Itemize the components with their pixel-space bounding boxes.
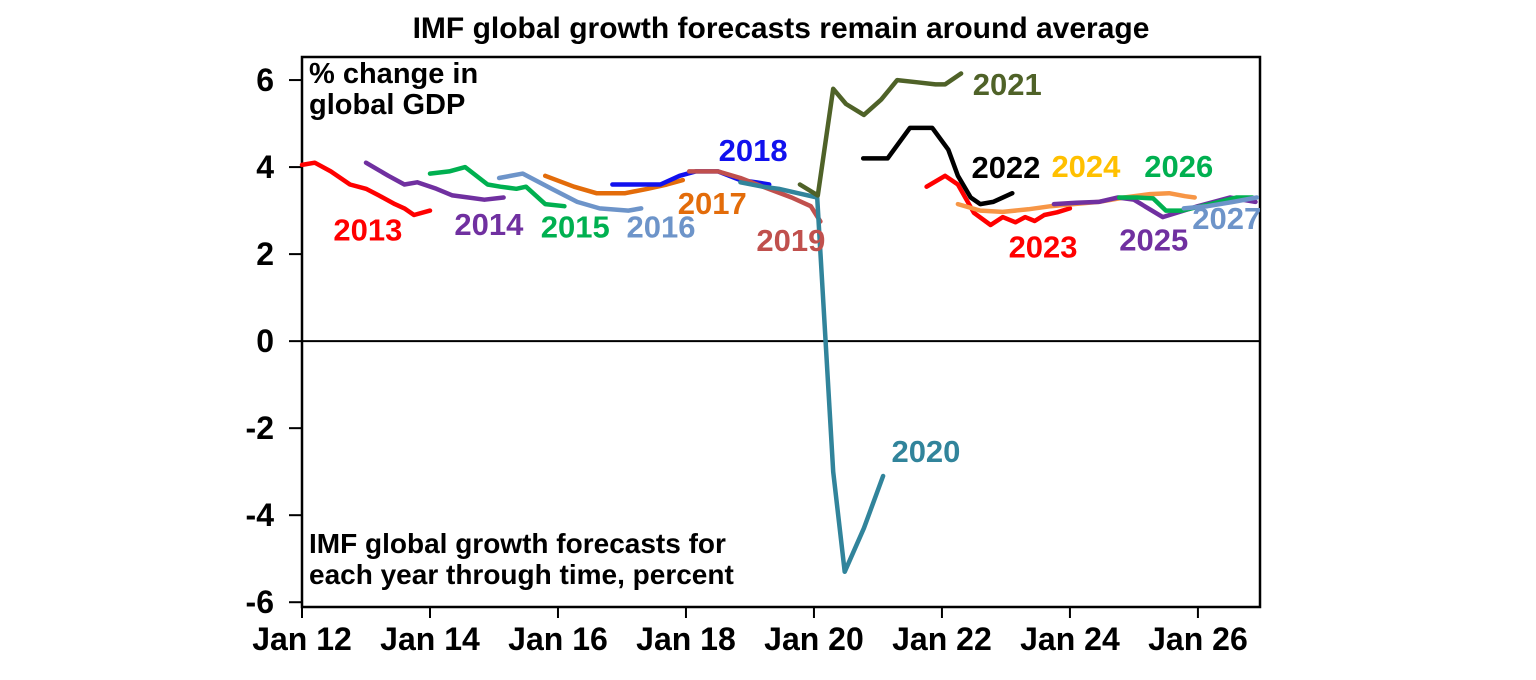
- series-line-2014: [363, 160, 506, 202]
- series-label-2016: 2016: [627, 209, 696, 244]
- series-label-2015: 2015: [541, 209, 610, 244]
- series-label-2020: 2020: [891, 434, 960, 469]
- x-tick-label: Jan 14: [380, 621, 480, 657]
- footnote-line-2: each year through time, percent: [309, 559, 734, 590]
- series-line-2013: [299, 160, 433, 218]
- series-label-2024: 2024: [1051, 149, 1121, 184]
- series-line-2017: [542, 173, 686, 196]
- x-tick-label: Jan 24: [1020, 621, 1120, 657]
- x-tick-label: Jan 18: [636, 621, 736, 657]
- x-tick-label: Jan 20: [764, 621, 864, 657]
- series-line-2023: [924, 173, 1073, 228]
- series-line-2021: [797, 71, 964, 198]
- series-label-2022: 2022: [971, 150, 1040, 185]
- series-label-2019: 2019: [756, 223, 825, 258]
- series-line-2016: [496, 171, 644, 213]
- chart-title: IMF global growth forecasts remain aroun…: [412, 12, 1150, 45]
- series-label-2014: 2014: [454, 207, 524, 242]
- y-axis-unit-note: % change in global GDP: [309, 59, 478, 121]
- series-label-2023: 2023: [1009, 229, 1078, 264]
- x-tick-label: Jan 22: [892, 621, 992, 657]
- y-tick-label: 0: [256, 323, 274, 359]
- x-tick-label: Jan 16: [508, 621, 608, 657]
- y-tick-label: 2: [256, 236, 274, 272]
- series-label-2026: 2026: [1144, 149, 1213, 184]
- series-label-2021: 2021: [973, 67, 1042, 102]
- y-tick-label: -2: [246, 410, 274, 446]
- y-tick-label: -6: [246, 584, 274, 620]
- x-tick-label: Jan 12: [252, 621, 352, 657]
- unit-note-line-2: global GDP: [309, 89, 466, 121]
- y-tick-label: -4: [246, 497, 275, 533]
- series-label-2027: 2027: [1192, 201, 1261, 236]
- series-line-2022: [860, 125, 1015, 207]
- chart-footnote: IMF global growth forecasts for each yea…: [309, 528, 734, 590]
- series-line-2026: [1116, 195, 1255, 213]
- series-label-2013: 2013: [333, 212, 402, 247]
- plot-border: [300, 55, 1262, 609]
- series-label-2025: 2025: [1119, 222, 1188, 257]
- footnote-line-1: IMF global growth forecasts for: [309, 528, 726, 559]
- series-label-2018: 2018: [719, 133, 788, 168]
- y-tick-label: 6: [256, 62, 274, 98]
- unit-note-line-1: % change in: [309, 58, 479, 90]
- series-line-2015: [427, 164, 567, 209]
- x-tick-label: Jan 26: [1148, 621, 1248, 657]
- series-line-2027: [1181, 195, 1260, 211]
- series-label-2017: 2017: [678, 186, 747, 221]
- y-tick-label: 4: [256, 149, 274, 185]
